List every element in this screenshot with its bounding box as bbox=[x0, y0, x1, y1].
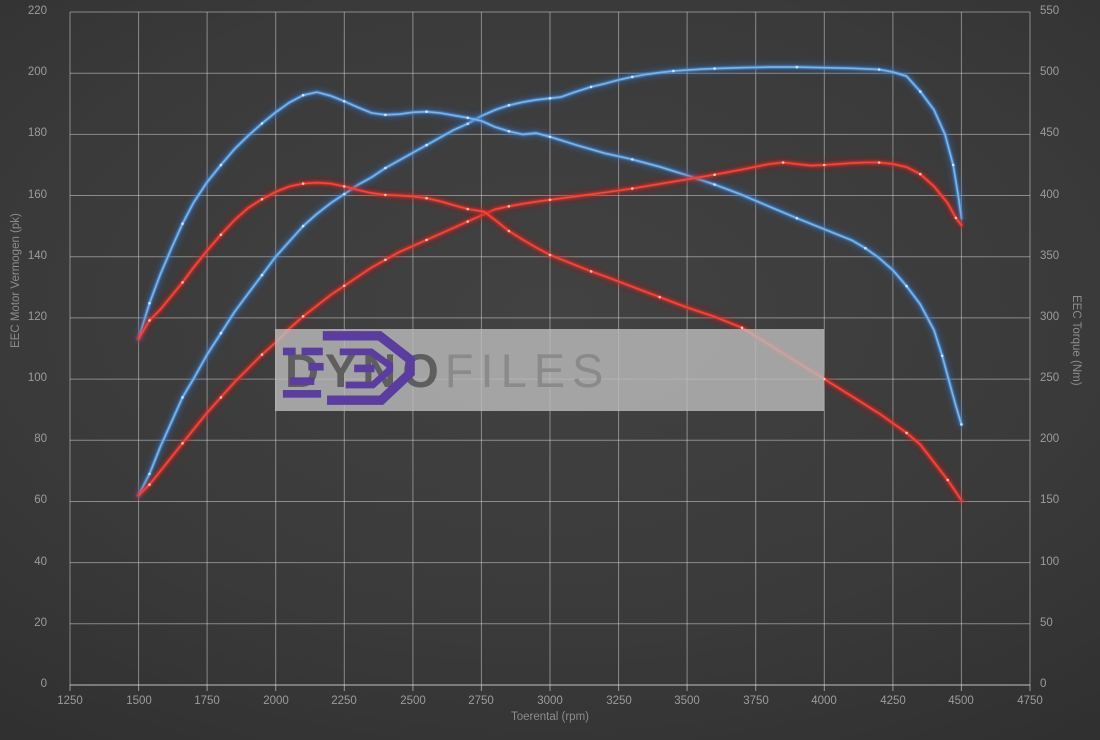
x-axis-title: Toerental (rpm) bbox=[511, 711, 589, 723]
y-right-tick-label: 500 bbox=[1040, 66, 1060, 78]
y-left-tick-label: 120 bbox=[27, 311, 47, 323]
wordmark-files: FILES bbox=[444, 343, 611, 397]
y-left-tick-label: 220 bbox=[27, 5, 47, 17]
x-tick-label: 2250 bbox=[331, 695, 357, 707]
curve-torque-tuned-blue bbox=[134, 88, 966, 429]
dynofiles-watermark: DYNO FILES bbox=[275, 329, 824, 411]
y-left-tick-label: 100 bbox=[27, 372, 47, 384]
x-tick-label: 1250 bbox=[57, 695, 83, 707]
x-tick-label: 1750 bbox=[194, 695, 220, 707]
y-left-tick-label: 180 bbox=[27, 127, 47, 139]
y-right-tick-label: 50 bbox=[1040, 617, 1053, 629]
y-left-tick-label: 80 bbox=[34, 433, 47, 445]
y-left-tick-label: 60 bbox=[34, 494, 47, 506]
y-left-tick-label: 200 bbox=[27, 66, 47, 78]
dynofiles-logo-icon bbox=[282, 331, 415, 405]
x-tick-label: 4250 bbox=[880, 695, 906, 707]
y-right-tick-label: 150 bbox=[1040, 494, 1060, 506]
x-tick-label: 2000 bbox=[263, 695, 289, 707]
x-tick-label: 3250 bbox=[606, 695, 632, 707]
y-left-tick-label: 40 bbox=[34, 556, 47, 568]
y-right-tick-label: 250 bbox=[1040, 372, 1060, 384]
y-right-tick-label: 300 bbox=[1040, 311, 1060, 323]
x-tick-label: 3500 bbox=[674, 695, 700, 707]
y-right-tick-label: 100 bbox=[1040, 556, 1060, 568]
y-right-tick-label: 550 bbox=[1040, 5, 1060, 17]
x-tick-label: 2500 bbox=[400, 695, 426, 707]
y-left-tick-label: 20 bbox=[34, 617, 47, 629]
y-left-tick-label: 140 bbox=[27, 250, 47, 262]
curve-power-tuned-blue bbox=[134, 63, 966, 500]
curve-layer bbox=[134, 63, 966, 505]
x-tick-label: 4000 bbox=[811, 695, 837, 707]
x-tick-label: 2750 bbox=[468, 695, 494, 707]
x-tick-label: 3750 bbox=[743, 695, 769, 707]
y-axis-right-title: EEC Torque (Nm) bbox=[1070, 295, 1082, 386]
x-tick-label: 1500 bbox=[126, 695, 152, 707]
y-right-tick-label: 450 bbox=[1040, 127, 1060, 139]
x-tick-label: 4750 bbox=[1017, 695, 1043, 707]
x-tick-label: 4500 bbox=[948, 695, 974, 707]
y-right-tick-label: 350 bbox=[1040, 250, 1060, 262]
y-right-tick-label: 0 bbox=[1040, 678, 1047, 690]
y-left-tick-label: 0 bbox=[40, 678, 47, 690]
y-left-tick-label: 160 bbox=[27, 189, 47, 201]
y-axis-left-title: EEC Motor Vermogen (pk) bbox=[10, 213, 22, 348]
y-right-tick-label: 200 bbox=[1040, 433, 1060, 445]
x-tick-label: 3000 bbox=[537, 695, 563, 707]
y-right-tick-label: 400 bbox=[1040, 189, 1060, 201]
